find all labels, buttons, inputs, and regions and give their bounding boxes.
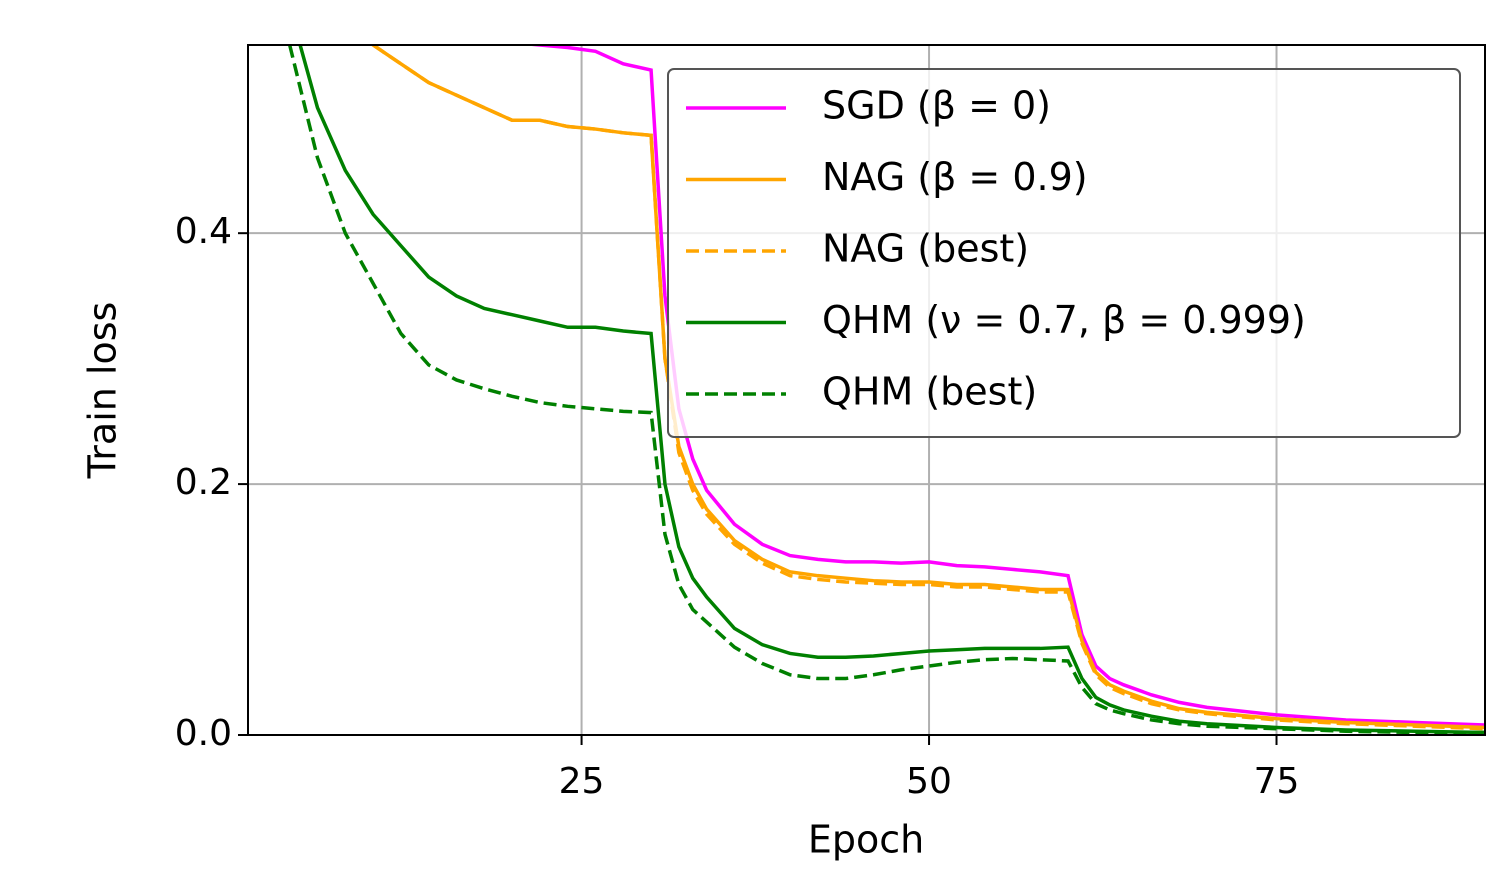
- plot-frame: [247, 44, 1486, 736]
- y-axis-label: Train loss: [81, 302, 125, 480]
- series-line: [298, 45, 1485, 735]
- x-tick-label: 25: [559, 761, 605, 802]
- series-line: [287, 45, 1485, 735]
- x-axis-label: Epoch: [808, 818, 924, 862]
- y-tick-label: 0.2: [175, 462, 232, 503]
- legend-label: QHM (best): [822, 370, 1037, 414]
- x-tick-label: 50: [906, 761, 952, 802]
- series-line: [520, 45, 1485, 727]
- plot-lines: [287, 45, 1485, 735]
- legend-label: NAG (β = 0.9): [822, 155, 1088, 199]
- series-line: [371, 45, 1485, 731]
- legend-label: NAG (best): [822, 227, 1029, 271]
- y-tick-label: 0.0: [175, 713, 232, 754]
- legend-label: QHM (ν = 0.7, β = 0.999): [822, 298, 1306, 342]
- x-tick-label: 75: [1254, 761, 1300, 802]
- y-tick-label: 0.4: [175, 211, 232, 252]
- legend-box: [667, 68, 1461, 438]
- legend-label: SGD (β = 0): [822, 84, 1051, 128]
